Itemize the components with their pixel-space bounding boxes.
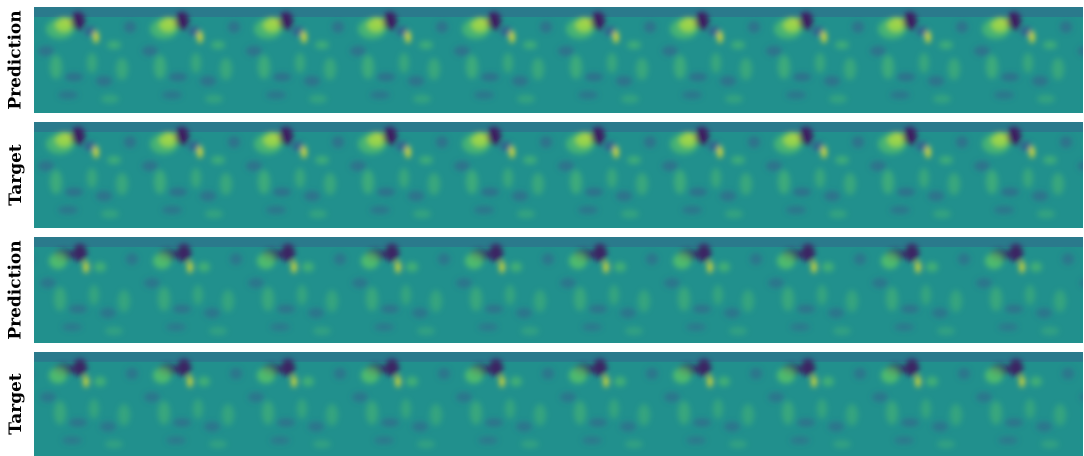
- field-heatmap-image: [34, 352, 1083, 456]
- row-label: Target: [0, 352, 32, 456]
- field-heatmap-panel: [34, 352, 1083, 456]
- row-label-text: Target: [6, 373, 26, 435]
- row-prediction-2: Prediction: [0, 237, 1084, 343]
- field-heatmap-panel: [34, 122, 1083, 228]
- row-label: Prediction: [0, 237, 32, 343]
- row-label: Target: [0, 122, 32, 228]
- row-prediction-1: Prediction: [0, 7, 1084, 113]
- row-label-text: Target: [6, 144, 26, 206]
- field-heatmap-image: [34, 7, 1083, 113]
- row-label-text: Prediction: [6, 10, 27, 110]
- field-heatmap-panel: [34, 7, 1083, 113]
- row-label-text: Prediction: [6, 240, 27, 340]
- field-heatmap-image: [34, 237, 1083, 343]
- field-heatmap-panel: [34, 237, 1083, 343]
- row-label: Prediction: [0, 7, 32, 113]
- row-target-1: Target: [0, 122, 1084, 228]
- field-heatmap-image: [34, 122, 1083, 228]
- row-target-2: Target: [0, 352, 1084, 456]
